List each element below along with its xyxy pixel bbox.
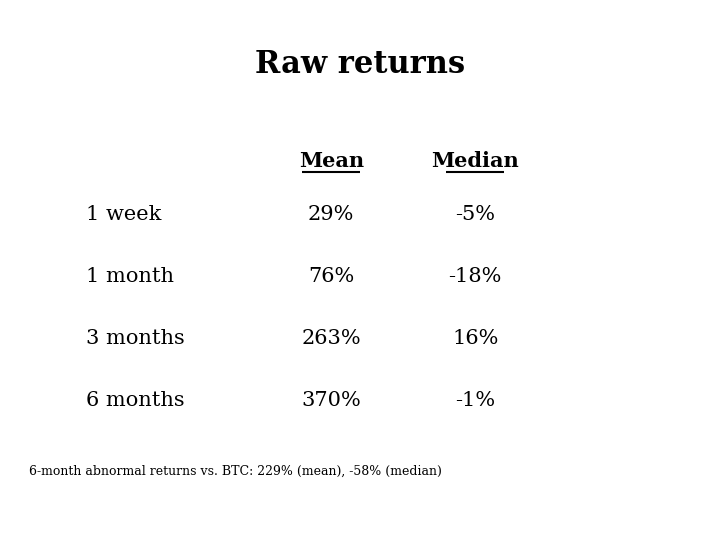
Text: Mean: Mean [299, 151, 364, 171]
Text: Median: Median [431, 151, 519, 171]
Text: 1 month: 1 month [86, 267, 174, 286]
Text: Raw returns: Raw returns [255, 49, 465, 79]
Text: 6 months: 6 months [86, 392, 185, 410]
Text: 263%: 263% [302, 329, 361, 348]
Text: 76%: 76% [308, 267, 354, 286]
Text: 16%: 16% [452, 329, 498, 348]
Text: -1%: -1% [455, 392, 495, 410]
Text: 3 months: 3 months [86, 329, 185, 348]
Text: -5%: -5% [455, 205, 495, 224]
Text: 29%: 29% [308, 205, 354, 224]
Text: 6-month abnormal returns vs. BTC: 229% (mean), -58% (median): 6-month abnormal returns vs. BTC: 229% (… [29, 465, 441, 478]
Text: -18%: -18% [449, 267, 502, 286]
Text: 370%: 370% [302, 392, 361, 410]
Text: 1 week: 1 week [86, 205, 162, 224]
